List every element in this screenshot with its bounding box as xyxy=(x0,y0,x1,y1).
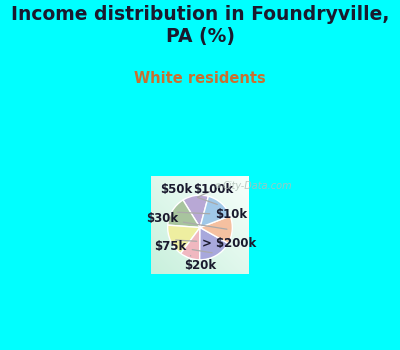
Text: City-Data.com: City-Data.com xyxy=(223,181,293,191)
Text: $20k: $20k xyxy=(184,256,216,272)
Text: $75k: $75k xyxy=(154,240,212,253)
Text: Income distribution in Foundryville,
PA (%): Income distribution in Foundryville, PA … xyxy=(11,6,389,47)
Wedge shape xyxy=(200,216,232,243)
Text: $30k: $30k xyxy=(146,212,227,229)
Text: $10k: $10k xyxy=(177,208,248,221)
Wedge shape xyxy=(183,195,208,228)
Wedge shape xyxy=(168,200,200,228)
Text: White residents: White residents xyxy=(134,71,266,86)
Text: > $200k: > $200k xyxy=(176,237,256,250)
Text: i: i xyxy=(217,183,219,189)
Wedge shape xyxy=(200,196,230,228)
Text: $50k: $50k xyxy=(160,183,217,204)
Wedge shape xyxy=(168,225,200,253)
Text: $100k: $100k xyxy=(194,183,234,197)
Wedge shape xyxy=(200,228,228,260)
Wedge shape xyxy=(181,228,200,260)
